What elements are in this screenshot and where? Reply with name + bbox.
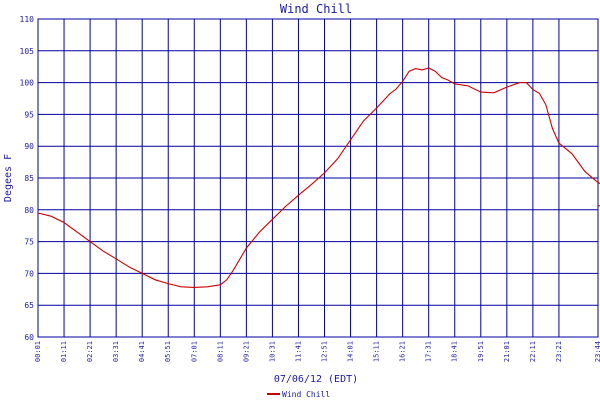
x-tick-label: 10:31 [268,341,276,362]
x-tick-label: 15:11 [373,341,381,362]
x-tick-label: 14:01 [347,341,355,362]
x-axis-label: 07/06/12 (EDT) [274,374,358,385]
x-tick-label: 22:11 [529,341,537,362]
y-tick-label: 70 [24,269,34,278]
x-tick-label: 02:21 [86,341,94,362]
x-tick-label: 18:41 [451,341,459,362]
y-tick-labels: 60 65 70 75 80 85 90 95 100 105 110 [20,15,35,342]
x-tick-label: 05:51 [164,341,172,362]
legend: Wind Chill [267,390,330,399]
x-tick-label: 21:01 [503,341,511,362]
y-tick-label: 65 [24,301,34,310]
x-tick-label: 09:21 [242,341,250,362]
x-tick-label: 04:41 [138,341,146,362]
y-tick-label: 95 [24,110,34,119]
y-tick-label: 75 [24,238,34,247]
y-tick-label: 105 [20,47,35,56]
x-tick-label: 11:41 [294,341,302,362]
x-tick-label: 19:51 [477,341,485,362]
y-tick-label: 90 [24,142,34,151]
y-axis-label: Degees F [3,154,14,202]
x-tick-label: 17:31 [425,341,433,362]
y-tick-label: 100 [20,79,35,88]
x-tick-label: 16:21 [399,341,407,362]
x-tick-label: 23:44 [594,341,600,362]
y-tick-label: 110 [20,15,35,24]
x-tick-label: 01:11 [60,341,68,362]
grid [37,18,599,338]
x-tick-label: 12:51 [321,341,329,362]
y-tick-label: 60 [24,333,34,342]
x-tick-label: 00:01 [34,341,42,362]
x-tick-label: 08:11 [216,341,224,362]
y-tick-label: 85 [24,174,34,183]
x-tick-label: 23:21 [555,341,563,362]
legend-label: Wind Chill [282,390,330,399]
chart-title: Wind Chill [280,2,352,16]
x-tick-label: 03:31 [112,341,120,362]
series-line-wind-chill [37,67,600,288]
y-tick-label: 80 [24,206,34,215]
x-tick-label: 07:01 [190,341,198,362]
x-tick-labels: 00:01 01:11 02:21 03:31 04:41 05:51 07:01 08:11… [34,341,600,362]
